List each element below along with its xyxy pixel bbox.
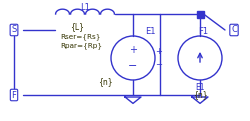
Text: Rser={Rs}: Rser={Rs} — [60, 34, 100, 40]
Text: F: F — [12, 91, 16, 99]
Text: C: C — [231, 26, 237, 34]
Polygon shape — [125, 97, 141, 103]
Text: Rpar={Rp}: Rpar={Rp} — [60, 43, 102, 49]
Text: S: S — [12, 26, 16, 34]
Text: E1: E1 — [145, 26, 155, 35]
Text: {n}: {n} — [98, 77, 112, 87]
Bar — [196, 11, 203, 18]
Text: {n}: {n} — [193, 91, 207, 99]
Text: +: + — [129, 45, 137, 55]
Text: +: + — [156, 46, 162, 56]
Text: L1: L1 — [80, 4, 90, 12]
Polygon shape — [192, 97, 208, 103]
Text: E1: E1 — [195, 83, 205, 91]
Text: {L}: {L} — [70, 23, 84, 31]
Text: F1: F1 — [198, 26, 208, 35]
Text: −: − — [156, 60, 162, 69]
Text: −: − — [128, 61, 138, 71]
